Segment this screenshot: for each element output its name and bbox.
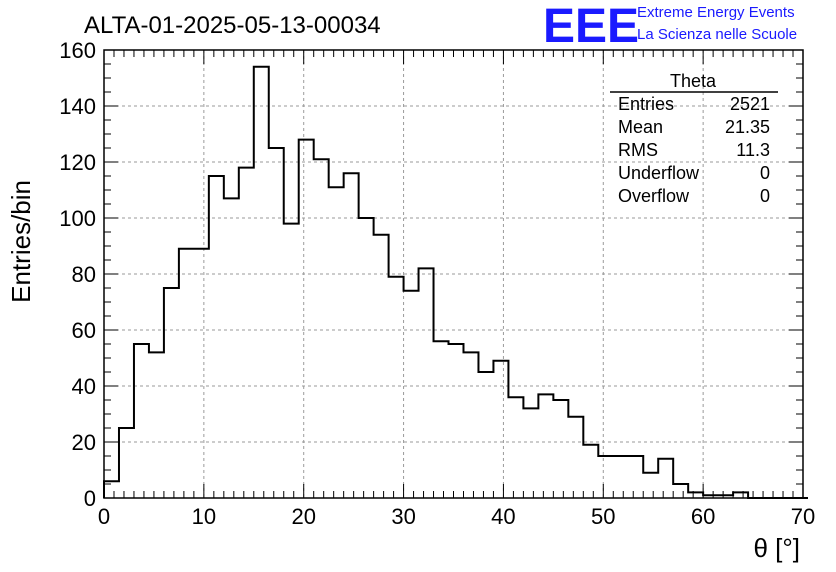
histogram-line xyxy=(103,65,808,499)
x-tick-label: 50 xyxy=(591,504,615,529)
stats-row-label: Entries xyxy=(618,94,674,114)
axis-ticks xyxy=(103,49,804,499)
logo-line-1: Extreme Energy Events xyxy=(637,4,795,21)
chart-title: ALTA-01-2025-05-13-00034 xyxy=(84,12,381,39)
stats-row-value: 0 xyxy=(760,163,770,183)
y-tick-label: 0 xyxy=(84,486,96,511)
x-tick-label: 0 xyxy=(98,504,110,529)
x-tick-label: 20 xyxy=(291,504,315,529)
y-tick-label: 20 xyxy=(72,430,96,455)
eee-logo: EEE Extreme Energy Events La Scienza nel… xyxy=(543,0,797,53)
stats-row-value: 21.35 xyxy=(725,117,770,137)
y-tick-label: 40 xyxy=(72,374,96,399)
stats-row-label: Overflow xyxy=(618,186,690,206)
x-tick-labels: 0 10 20 30 40 50 60 70 xyxy=(98,504,815,529)
logo-mark: EEE xyxy=(543,0,639,53)
stats-row-label: Mean xyxy=(618,117,663,137)
grid-lines xyxy=(104,50,803,498)
y-tick-label: 160 xyxy=(59,38,96,63)
stats-row-value: 11.3 xyxy=(736,140,770,160)
x-tick-label: 60 xyxy=(691,504,715,529)
y-tick-labels: 0 20 40 60 80 100 120 140 160 xyxy=(59,38,96,511)
x-axis-label: θ [°] xyxy=(753,533,800,563)
x-tick-label: 40 xyxy=(491,504,515,529)
stats-title: Theta xyxy=(670,71,717,91)
stats-row-value: 0 xyxy=(760,186,770,206)
stats-row-value: 2521 xyxy=(730,94,770,114)
x-tick-label: 30 xyxy=(391,504,415,529)
y-tick-label: 80 xyxy=(72,262,96,287)
stats-rows: Entries 2521 Mean 21.35 RMS 11.3 Underflow 0 Ove… xyxy=(618,94,770,206)
x-tick-label: 10 xyxy=(192,504,216,529)
y-tick-label: 140 xyxy=(59,94,96,119)
stats-row-label: RMS xyxy=(618,140,658,160)
stats-row-label: Underflow xyxy=(618,163,700,183)
y-tick-label: 100 xyxy=(59,206,96,231)
y-tick-label: 60 xyxy=(72,318,96,343)
y-tick-label: 120 xyxy=(59,150,96,175)
stats-box: Theta Entries 2521 Mean 21.35 RMS 11.3 Underfl… xyxy=(610,71,778,206)
x-tick-label: 70 xyxy=(791,504,815,529)
logo-line-2: La Scienza nelle Scuole xyxy=(637,26,797,43)
y-axis-label: Entries/bin xyxy=(6,180,36,303)
